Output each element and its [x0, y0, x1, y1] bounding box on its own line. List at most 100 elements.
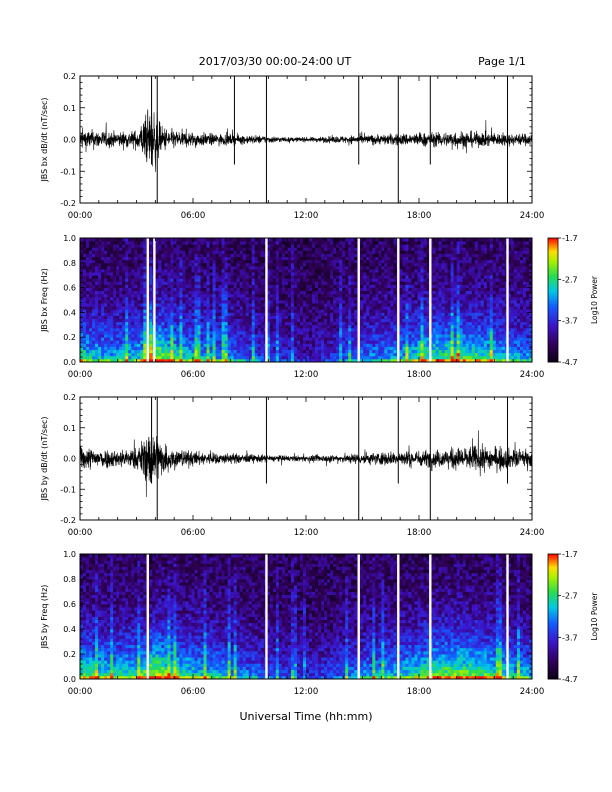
heatmap-cell: [369, 272, 373, 276]
heatmap-cell: [375, 355, 379, 360]
heatmap-cell: [405, 324, 409, 329]
heatmap-cell: [354, 327, 358, 332]
heatmap-cell: [281, 321, 286, 326]
heatmap-cell: [293, 303, 298, 307]
heatmap-cell: [182, 306, 186, 310]
heatmap-cell: [408, 287, 412, 292]
heatmap-cell: [80, 287, 84, 292]
heatmap-cell: [302, 287, 307, 292]
heatmap-cell: [179, 290, 183, 295]
heatmap-cell: [92, 284, 96, 288]
heatmap-cell: [306, 269, 310, 273]
heatmap-cell: [125, 331, 129, 335]
heatmap-cell: [284, 358, 289, 363]
heatmap-cell: [221, 281, 226, 285]
heatmap-cell: [432, 327, 436, 332]
heatmap-cell: [221, 244, 226, 248]
heatmap-cell: [348, 355, 352, 360]
heatmap-cell: [179, 247, 183, 251]
heatmap-cell: [402, 358, 406, 363]
heatmap-cell: [224, 355, 229, 360]
heatmap-cell: [266, 303, 271, 307]
heatmap-cell: [179, 358, 183, 363]
heatmap-cell: [227, 337, 232, 341]
heatmap-cell: [269, 278, 274, 282]
heatmap-cell: [393, 287, 397, 292]
heatmap-cell: [324, 296, 328, 301]
heatmap-cell: [432, 275, 436, 279]
heatmap-cell: [101, 244, 105, 248]
heatmap-cell: [170, 324, 174, 329]
heatmap-cell: [287, 284, 292, 288]
heatmap-cell: [143, 337, 147, 341]
heatmap-cell: [399, 315, 403, 319]
heatmap-cell: [188, 315, 192, 319]
heatmap-cell: [420, 293, 424, 298]
heatmap-cell: [137, 275, 141, 279]
heatmap-cell: [170, 284, 174, 288]
heatmap-cell: [155, 346, 159, 350]
heatmap-cell: [366, 256, 370, 261]
heatmap-cell: [107, 287, 111, 292]
heatmap-cell: [375, 318, 379, 323]
heatmap-cell: [134, 275, 138, 279]
heatmap-cell: [101, 306, 105, 310]
heatmap-cell: [113, 284, 117, 288]
heatmap-cell: [324, 256, 328, 261]
heatmap-cell: [176, 349, 180, 354]
heatmap-cell: [206, 358, 210, 363]
heatmap-cell: [179, 334, 183, 338]
heatmap-cell: [209, 337, 213, 341]
heatmap-cell: [312, 247, 316, 251]
heatmap-cell: [86, 250, 90, 254]
heatmap-cell: [140, 306, 144, 310]
heatmap-cell: [366, 247, 370, 251]
heatmap-cell: [182, 337, 186, 341]
heatmap-cell: [248, 238, 253, 242]
heatmap-cell: [143, 346, 147, 350]
heatmap-cell: [218, 250, 223, 254]
heatmap-cell: [140, 287, 144, 292]
heatmap-cell: [122, 312, 126, 316]
heatmap-cell: [278, 337, 283, 341]
heatmap-cell: [158, 306, 162, 310]
heatmap-cell: [438, 281, 442, 285]
heatmap-cell: [302, 284, 307, 288]
heatmap-cell: [414, 309, 418, 313]
heatmap-cell: [140, 278, 144, 282]
heatmap-cell: [306, 244, 310, 248]
heatmap-cell: [348, 331, 352, 335]
heatmap-cell: [324, 278, 328, 282]
heatmap-cell: [245, 269, 250, 273]
heatmap-cell: [233, 334, 238, 338]
heatmap-cell: [86, 321, 90, 326]
heatmap-cell: [137, 318, 141, 323]
heatmap-cell: [131, 318, 135, 323]
heatmap-cell: [137, 327, 141, 332]
heatmap-cell: [296, 278, 301, 282]
heatmap-cell: [321, 312, 325, 316]
heatmap-cell: [435, 287, 439, 292]
heatmap-cell: [221, 284, 226, 288]
heatmap-cell: [293, 265, 298, 270]
heatmap-cell: [179, 321, 183, 326]
heatmap-cell: [369, 269, 373, 273]
heatmap-cell: [155, 306, 159, 310]
heatmap-cell: [212, 269, 216, 273]
heatmap-cell: [221, 334, 226, 338]
heatmap-cell: [239, 238, 244, 242]
heatmap-cell: [327, 247, 331, 251]
heatmap-cell: [284, 327, 289, 332]
heatmap-cell: [176, 250, 180, 254]
heatmap-cell: [236, 278, 241, 282]
heatmap-cell: [281, 296, 286, 301]
heatmap-cell: [330, 275, 334, 279]
heatmap-cell: [245, 244, 250, 248]
heatmap-cell: [212, 331, 216, 335]
heatmap-cell: [278, 306, 283, 310]
heatmap-cell: [441, 315, 446, 319]
heatmap-cell: [215, 309, 220, 313]
heatmap-cell: [167, 303, 171, 307]
heatmap-cell: [339, 352, 343, 357]
heatmap-cell: [441, 309, 446, 313]
